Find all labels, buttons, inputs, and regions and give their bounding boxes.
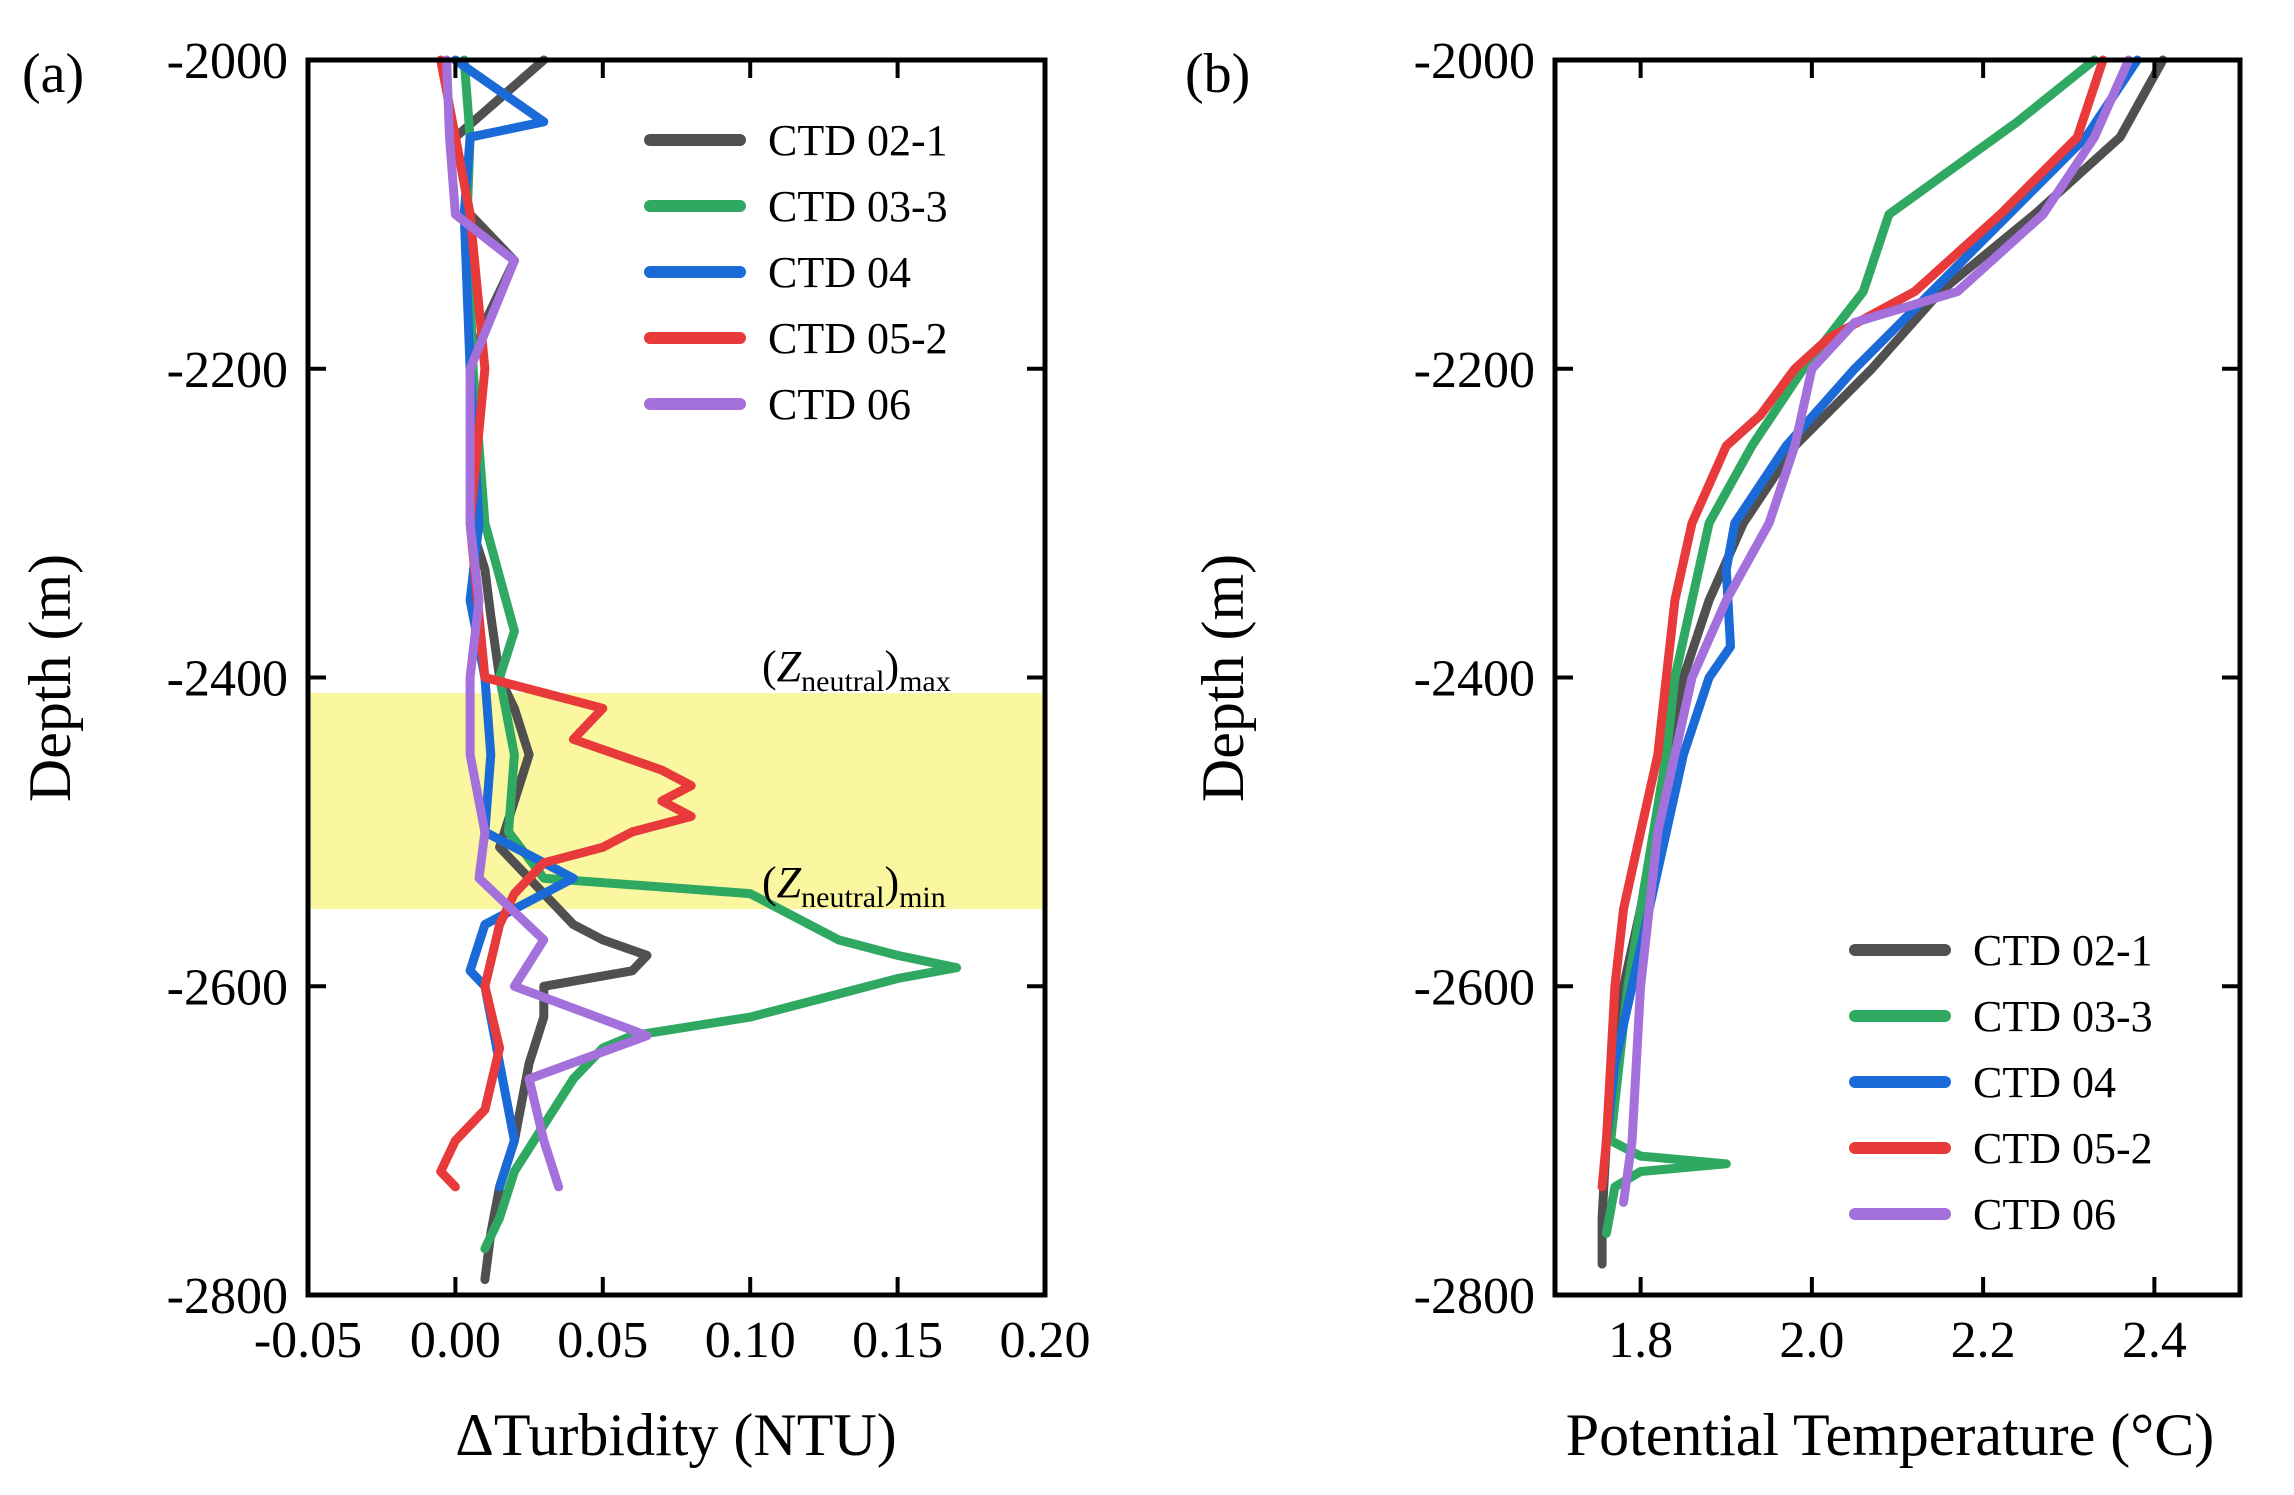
panel-a-series-lines	[436, 55, 962, 1285]
neutral-depth-annotation: (Zneutral)max	[762, 642, 951, 698]
series-line-ctd-05-2	[1597, 55, 2108, 1192]
panel-a-turbidity-chart: -0.05 0.00 0.05 0.10 0.15 0.20 -2000 -2200 -2400…	[17, 33, 1091, 1468]
panel-b-x-axis-label: Potential Temperature (°C)	[1566, 1402, 2215, 1468]
neutral-depth-annotation: (Zneutral)min	[762, 858, 946, 914]
series-line-ctd-04	[1601, 55, 2142, 1146]
x-tick-label: 1.8	[1608, 1312, 1673, 1369]
x-tick-label: 0.00	[410, 1312, 501, 1369]
legend-label: CTD 05-2	[768, 314, 948, 363]
legend-label: CTD 02-1	[768, 116, 948, 165]
x-tick-label: 2.0	[1779, 1312, 1844, 1369]
panel-b-temperature-chart: 1.8 2.0 2.2 2.4 -2000 -2200 -2400 -2600 -2800 (b…	[1185, 33, 2243, 1468]
panel-b-legend: CTD 02-1 CTD 03-3 CTD 04 CTD 05-2 CTD 06	[1849, 926, 2153, 1239]
y-tick-label: -2600	[167, 959, 288, 1016]
y-tick-label: -2800	[167, 1268, 288, 1325]
legend-label: CTD 06	[768, 380, 911, 429]
legend-label: CTD 03-3	[1973, 992, 2153, 1041]
panel-a-legend: CTD 02-1 CTD 03-3 CTD 04 CTD 05-2 CTD 06	[644, 116, 948, 429]
y-tick-label: -2400	[167, 651, 288, 708]
x-tick-label: 0.05	[557, 1312, 648, 1369]
legend-label: CTD 04	[1973, 1058, 2116, 1107]
series-line-ctd-03-3	[459, 55, 962, 1254]
legend-label: CTD 05-2	[1973, 1124, 2153, 1173]
x-tick-label: 0.15	[852, 1312, 943, 1369]
x-tick-label: 2.2	[1951, 1312, 2016, 1369]
x-tick-label: 0.10	[705, 1312, 796, 1369]
panel-b-series-lines	[1597, 55, 2168, 1269]
x-tick-label: 2.4	[2122, 1312, 2187, 1369]
panel-a-annotations: (Zneutral)max (Zneutral)min	[762, 642, 951, 914]
panel-b-label: (b)	[1185, 43, 1250, 105]
legend-label: CTD 02-1	[1973, 926, 2153, 975]
panel-b-y-axis-label: Depth (m)	[1190, 554, 1256, 802]
y-tick-label: -2000	[1414, 33, 1535, 90]
y-tick-label: -2200	[1414, 342, 1535, 399]
legend-label: CTD 03-3	[768, 182, 948, 231]
panel-b-plot-frame	[1552, 57, 2243, 1298]
panel-a-ticks: -0.05 0.00 0.05 0.10 0.15 0.20 -2000 -2200 -2400…	[167, 33, 1091, 1369]
legend-label: CTD 06	[1973, 1190, 2116, 1239]
panel-a-x-axis-label: ΔTurbidity (NTU)	[455, 1402, 896, 1468]
panel-a-y-axis-label: Depth (m)	[17, 554, 83, 802]
legend-label: CTD 04	[768, 248, 911, 297]
x-tick-label: 0.20	[1000, 1312, 1091, 1369]
y-tick-label: -2600	[1414, 959, 1535, 1016]
series-line-ctd-06	[442, 55, 652, 1192]
neutral-buoyancy-band	[308, 692, 1045, 910]
y-tick-label: -2200	[167, 342, 288, 399]
panel-b-ticks: 1.8 2.0 2.2 2.4 -2000 -2200 -2400 -2600 -2800	[1414, 33, 2240, 1369]
panel-a-label: (a)	[22, 43, 84, 105]
x-tick-label: -0.05	[254, 1312, 362, 1369]
series-line-ctd-06	[1619, 55, 2134, 1207]
y-tick-label: -2000	[167, 33, 288, 90]
y-tick-label: -2800	[1414, 1268, 1535, 1325]
series-line-ctd-03-3	[1601, 55, 2099, 1238]
y-tick-label: -2400	[1414, 651, 1535, 708]
